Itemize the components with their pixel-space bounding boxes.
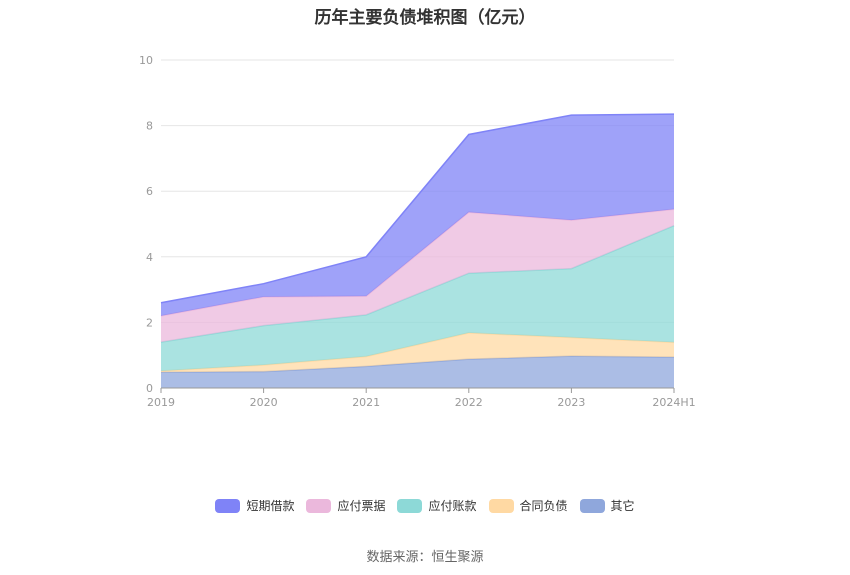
legend-label: 其它	[610, 499, 635, 513]
area-series-3	[161, 209, 674, 343]
legend: 短期借款 应付票据 应付账款 合同负债 其它	[0, 497, 850, 514]
x-tick-label: 2019	[147, 396, 175, 409]
chart-title: 历年主要负债堆积图（亿元）	[314, 8, 536, 28]
legend-label: 短期借款	[246, 499, 295, 513]
legend-swatch	[488, 498, 514, 513]
legend-label: 应付账款	[428, 499, 477, 513]
legend-item[interactable]: 其它	[579, 497, 635, 514]
axes: 0 2 4 6 8 10 2019 2020 2021 2022 2023 2024H1	[139, 54, 696, 409]
x-tick-label: 2021	[352, 396, 380, 409]
y-tick-label: 8	[146, 120, 153, 133]
x-tick-label: 2023	[557, 396, 585, 409]
legend-item[interactable]: 应付账款	[397, 497, 477, 514]
legend-item[interactable]: 短期借款	[215, 497, 294, 514]
area-series	[160, 113, 675, 388]
x-tick-label: 2022	[455, 396, 483, 409]
legend-item[interactable]: 合同负债	[488, 497, 568, 514]
area-series-1	[161, 332, 674, 373]
area-series-4	[161, 114, 674, 316]
x-tick-label: 2020	[250, 396, 278, 409]
legend-swatch	[397, 498, 423, 513]
y-tick-label: 10	[139, 54, 153, 67]
data-source: 数据来源：恒生聚源	[366, 550, 484, 565]
legend-item[interactable]: 应付票据	[306, 497, 385, 514]
area-series-0	[161, 356, 674, 388]
y-tick-label: 4	[146, 251, 153, 264]
area-series-line-4	[160, 113, 675, 304]
y-tick-label: 2	[146, 316, 153, 329]
legend-label: 合同负债	[519, 499, 568, 513]
legend-label: 应付票据	[337, 499, 386, 513]
legend-swatch	[579, 498, 605, 513]
x-tick-label: 2024H1	[652, 396, 695, 409]
area-series-2	[161, 225, 674, 371]
y-tick-label: 6	[146, 185, 153, 198]
legend-swatch	[215, 498, 241, 513]
y-tick-label: 0	[146, 382, 153, 395]
legend-swatch	[306, 498, 332, 513]
